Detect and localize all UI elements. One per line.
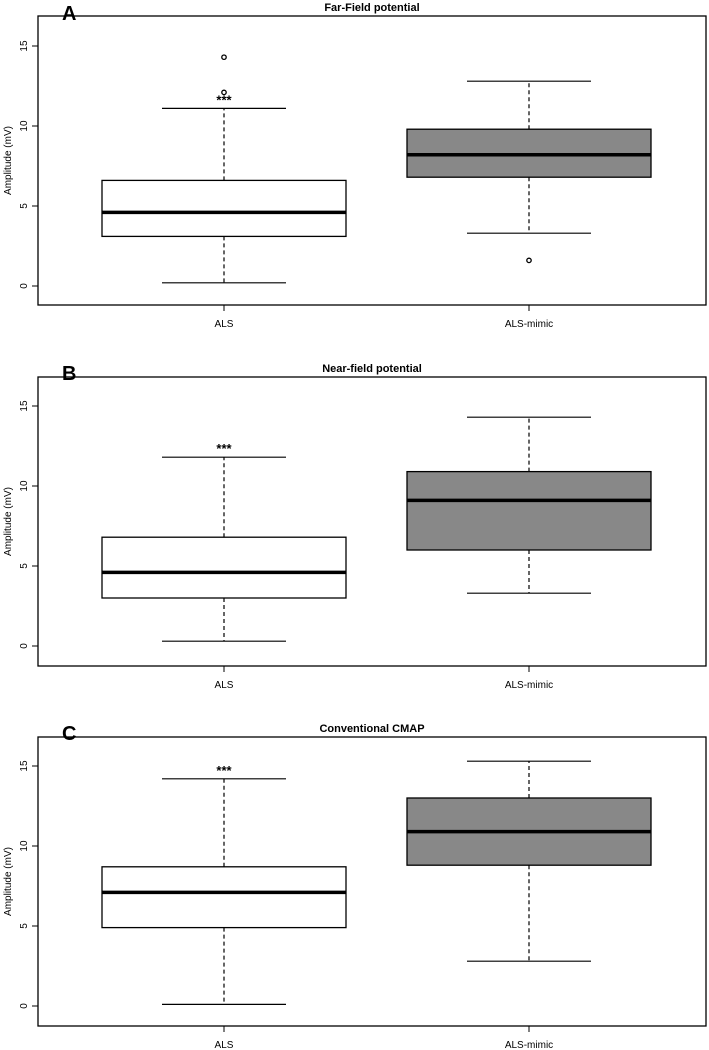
box-als: ALS *** [101, 54, 347, 330]
y-tick-label: 15 [19, 400, 30, 412]
box-als: ALS *** [101, 441, 347, 691]
significance-marker: *** [216, 763, 232, 778]
plot-frame [37, 736, 707, 1027]
y-tick-label: 15 [19, 40, 30, 52]
y-tick-label: 5 [19, 923, 30, 929]
y-tick-label: 15 [19, 760, 30, 772]
panel-title: Far-Field potential [324, 2, 419, 14]
outlier-point [221, 89, 227, 96]
y-tick-label: 10 [19, 480, 30, 492]
y-axis-label: Amplitude (mV) [3, 847, 14, 916]
panel-letter: C [62, 723, 76, 745]
x-tick-label: ALS-mimic [505, 680, 553, 691]
box-als-mimic: ALS-mimic [406, 760, 652, 1050]
outlier-point [526, 257, 532, 264]
y-tick-label: 0 [19, 643, 30, 649]
y-axis-label: Amplitude (mV) [3, 126, 14, 195]
x-tick-label: ALS-mimic [505, 319, 553, 330]
box-als-mimic: ALS-mimic [406, 80, 652, 330]
x-tick-label: ALS [215, 1040, 234, 1050]
iqr-box [101, 536, 347, 599]
iqr-box [101, 179, 347, 238]
iqr-box [406, 470, 652, 551]
panel-a: A Far-Field potential Amplitude (mV) 0 5 10 15… [3, 2, 707, 330]
panel-letter: B [62, 363, 76, 385]
y-tick-label: 10 [19, 120, 30, 132]
significance-marker: *** [216, 92, 232, 107]
panel-title: Near-field potential [322, 363, 422, 375]
y-tick-label: 0 [19, 283, 30, 289]
x-tick-label: ALS [215, 680, 234, 691]
panel-b: B Near-field potential Amplitude (mV) 0 5 10 1… [3, 363, 707, 691]
outlier-point [221, 54, 227, 61]
y-tick-label: 10 [19, 840, 30, 852]
x-tick-label: ALS [215, 319, 234, 330]
y-tick-label: 5 [19, 563, 30, 569]
plot-frame [37, 15, 707, 306]
y-tick-label: 0 [19, 1003, 30, 1009]
panel-title: Conventional CMAP [319, 723, 424, 735]
y-axis-label: Amplitude (mV) [3, 487, 14, 556]
y-tick-label: 5 [19, 203, 30, 209]
significance-marker: *** [216, 441, 232, 456]
x-tick-label: ALS-mimic [505, 1040, 553, 1050]
iqr-box [101, 866, 347, 929]
plot-frame [37, 376, 707, 667]
box-als: ALS *** [101, 763, 347, 1050]
box-als-mimic: ALS-mimic [406, 416, 652, 691]
panel-letter: A [62, 3, 76, 25]
panel-c: C Conventional CMAP Amplitude (mV) 0 5 10 15 AL… [3, 723, 707, 1050]
